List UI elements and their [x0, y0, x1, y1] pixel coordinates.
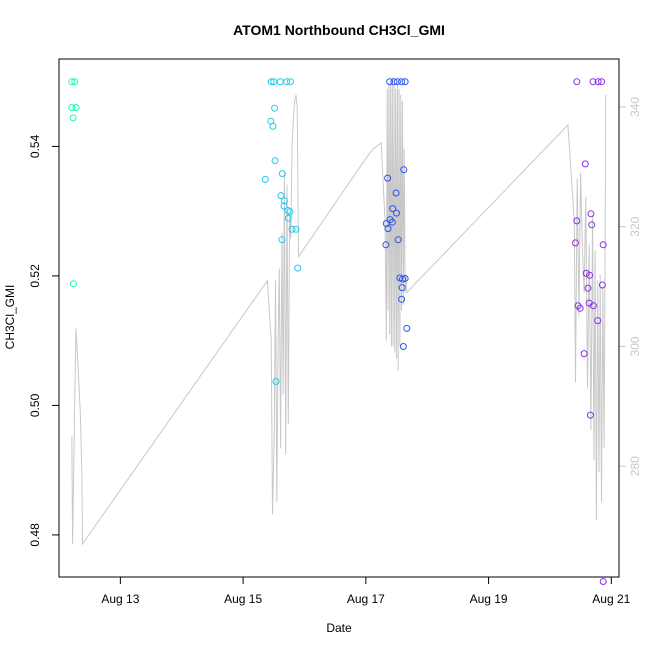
data-point-series-4 [581, 160, 589, 168]
data-point-series-3 [401, 78, 409, 86]
data-point-series-4 [573, 217, 581, 225]
data-point-series-3 [384, 225, 392, 233]
y-tick-label: 0.50 [28, 393, 42, 417]
data-point-series-2 [277, 192, 285, 200]
data-point-series-2 [294, 264, 302, 272]
data-point-series-4 [599, 578, 607, 585]
data-point-series-2 [284, 214, 292, 222]
y2-tick-label: 300 [628, 336, 642, 356]
data-point-series-4 [587, 210, 595, 218]
data-point-series-1 [68, 104, 76, 112]
right-axis-series-line [71, 76, 607, 546]
data-point-series-3 [403, 324, 411, 332]
data-point-series-4 [598, 78, 605, 86]
axis-layer: Aug 13 Aug 15 Aug 17 Aug 19 Aug 21 0.48 0.50 0.… [28, 97, 642, 606]
data-point-series-4 [594, 78, 602, 86]
data-point-series-3 [399, 275, 406, 283]
y-tick-label: 0.52 [28, 264, 42, 288]
data-point-series-4 [586, 411, 594, 419]
x-tick-label: Aug 21 [592, 592, 630, 606]
y-tick-label: 0.48 [28, 523, 42, 547]
data-point-series-4 [589, 78, 597, 86]
data-point-series-2 [267, 78, 275, 86]
data-point-series-4 [582, 269, 590, 277]
data-point-series-2 [288, 225, 296, 233]
data-point-series-2 [269, 122, 277, 130]
scatter-point-layer [68, 78, 607, 585]
data-point-series-1 [69, 114, 77, 122]
data-point-series-3 [392, 189, 400, 197]
data-point-series-3 [389, 205, 397, 213]
data-point-series-3 [393, 209, 400, 217]
data-point-series-2 [261, 175, 269, 183]
x-tick-label: Aug 13 [101, 592, 139, 606]
data-point-series-2 [286, 78, 294, 86]
plot-frame [58, 58, 620, 578]
data-point-series-2 [286, 208, 294, 216]
data-point-series-4 [573, 78, 581, 86]
data-point-series-3 [390, 78, 398, 86]
data-point-series-4 [586, 271, 594, 279]
data-point-series-2 [292, 225, 300, 233]
chart-title: ATOM1 Northbound CH3Cl_GMI [233, 22, 445, 38]
data-point-series-4 [572, 239, 579, 247]
x-tick-label: Aug 17 [347, 592, 385, 606]
data-point-series-4 [598, 281, 606, 289]
y-tick-label: 0.54 [28, 134, 42, 158]
data-point-series-3 [386, 78, 394, 86]
data-point-series-2 [278, 236, 286, 244]
data-point-series-2 [283, 78, 291, 86]
data-point-series-3 [398, 284, 406, 292]
data-point-series-3 [400, 166, 408, 174]
data-point-series-2 [271, 104, 279, 112]
data-point-series-4 [594, 317, 602, 325]
data-point-series-3 [384, 174, 392, 182]
data-point-series-2 [272, 378, 280, 385]
x-axis-label: Date [326, 621, 352, 635]
y2-tick-label: 280 [628, 456, 642, 476]
data-point-series-1 [71, 78, 79, 86]
data-point-series-2 [280, 197, 288, 205]
data-point-series-4 [580, 350, 588, 358]
y2-tick-label: 320 [628, 216, 642, 236]
data-point-series-4 [588, 221, 596, 229]
data-point-series-2 [278, 170, 286, 178]
y2-tick-label: 340 [628, 97, 642, 117]
data-point-series-2 [271, 157, 279, 165]
data-point-series-4 [589, 302, 597, 310]
right-axis-line-layer [71, 76, 607, 546]
data-point-series-3 [393, 78, 401, 86]
data-point-series-1 [70, 280, 77, 288]
y-axis-label: CH3Cl_GMI [3, 285, 17, 350]
data-point-series-3 [382, 241, 390, 249]
data-point-series-3 [398, 295, 406, 303]
data-point-series-3 [399, 343, 407, 350]
data-point-series-4 [576, 304, 584, 312]
data-point-series-3 [388, 218, 396, 226]
data-point-series-3 [398, 78, 406, 86]
data-point-series-3 [394, 236, 402, 244]
data-point-series-4 [584, 284, 592, 292]
data-point-series-1 [68, 78, 76, 86]
data-point-series-1 [72, 104, 80, 112]
x-tick-label: Aug 19 [470, 592, 508, 606]
x-tick-label: Aug 15 [224, 592, 262, 606]
data-point-series-2 [280, 202, 288, 210]
data-point-series-4 [599, 241, 607, 249]
